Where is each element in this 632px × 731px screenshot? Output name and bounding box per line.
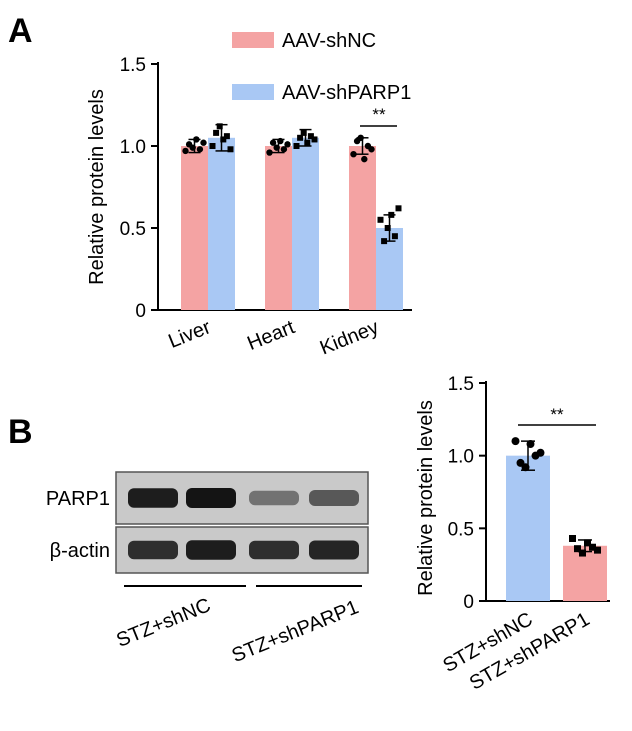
data-point [193,136,200,143]
data-point [223,133,230,140]
blot-band [128,488,178,508]
chart-b-bars: ** [506,405,607,601]
legend-label-shparp1: AAV-shPARP1 [282,82,411,104]
data-point [391,233,398,240]
x-tick-label: Kidney [317,316,382,359]
data-point [311,136,318,143]
x-tick-label: Heart [244,316,298,355]
data-point [284,141,291,148]
group-label: STZ+shPARP1 [229,596,362,667]
data-point [293,143,300,149]
legend-swatch-shnc [232,32,274,48]
blot-band [249,540,299,560]
data-point [280,146,288,153]
western-blot: PARP1 β-actin STZ+shNC STZ+shPARP1 [46,471,369,667]
chart-a-bars: ** [181,105,403,310]
y-tick-label: 0.5 [120,219,146,240]
data-point [377,216,384,223]
y-tick-label: 1.5 [120,55,146,76]
chart-b-ylabel: Relative protein levels [415,400,437,596]
chart-a-ylabel: Relative protein levels [86,89,108,285]
data-point [388,211,395,218]
bar [349,146,376,310]
panel-letter-a: A [8,12,33,50]
data-point [196,146,204,153]
data-point [536,448,545,457]
data-point [589,543,596,551]
blot-band [128,540,178,560]
data-point [350,151,357,158]
significance-label: ** [372,105,386,124]
blot-band [309,490,359,506]
data-point [395,205,402,212]
data-point [266,149,273,156]
data-point [526,440,535,449]
data-point [297,134,304,141]
data-point [569,535,576,543]
bar [506,455,550,601]
y-tick-label: 0 [135,301,146,322]
blot-band [309,540,359,560]
data-point [584,539,591,547]
data-point [277,137,284,145]
data-point [594,546,601,554]
data-point [511,437,520,446]
data-point [357,134,364,141]
blot-row-label: PARP1 [46,488,110,510]
x-tick-label: Liver [165,316,214,353]
data-point [227,146,234,153]
data-point [304,139,311,146]
blot-row-label: β-actin [50,540,110,562]
data-point [209,143,216,149]
blot-band [249,490,299,506]
bar [208,137,235,310]
group-label: STZ+shNC [113,594,213,652]
data-point [189,144,196,151]
data-point [273,144,280,151]
blot-band [186,540,236,560]
data-point [216,123,223,130]
data-point [574,545,581,553]
data-point [307,133,314,140]
data-point [368,146,375,153]
legend-label-shnc: AAV-shNC [282,30,376,52]
data-point [521,463,530,472]
y-tick-label: 0 [463,592,474,613]
data-point [213,129,220,136]
data-point [579,549,586,557]
panel-letter-b: B [8,413,33,451]
data-point [220,136,227,143]
y-tick-label: 1.0 [448,447,474,468]
bar [292,137,319,310]
significance-label: ** [550,405,564,424]
data-point [384,225,391,231]
legend-swatch-shparp1 [232,84,274,100]
y-tick-label: 1.0 [120,137,146,158]
blot-band [186,488,236,508]
y-tick-label: 0.5 [448,519,474,540]
data-point [200,139,207,146]
chart-a: ** 0 0.5 1.0 1.5 Liver Heart Kidney Relative p… [86,30,412,360]
data-point [269,139,277,146]
data-point [182,147,189,155]
chart-a-legend: AAV-shNC AAV-shPARP1 [232,30,411,104]
data-point [381,238,388,245]
bar [181,146,208,310]
y-tick-label: 1.5 [448,374,474,395]
data-point [361,155,368,163]
data-point [300,129,307,136]
bar [265,146,292,310]
